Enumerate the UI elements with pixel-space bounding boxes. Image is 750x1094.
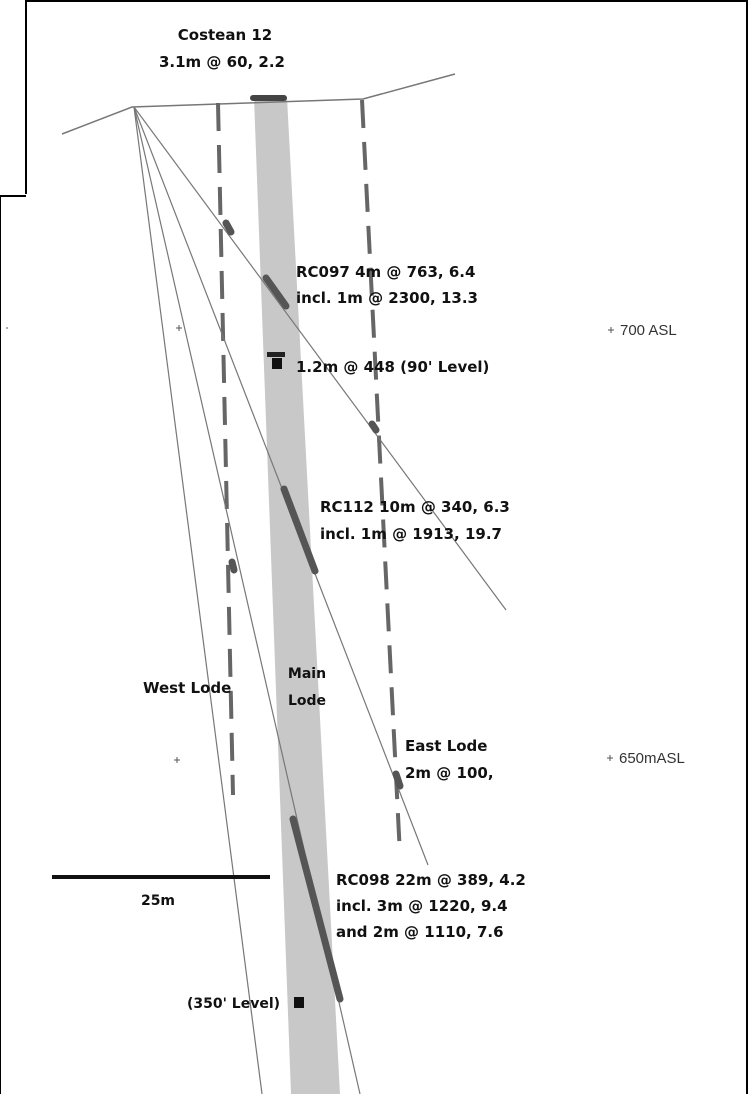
rc098-intercept bbox=[289, 815, 344, 1003]
grid-cross-2 bbox=[174, 757, 180, 763]
drill-hole-rc097-trace bbox=[133, 106, 507, 611]
ground-surface bbox=[61, 73, 456, 135]
main-lode-band bbox=[254, 98, 340, 1094]
rc097-label-line2: incl. 1m @ 2300, 13.3 bbox=[296, 289, 478, 307]
drill-hole-rc112-trace bbox=[133, 106, 429, 866]
east-lode-label: East Lode bbox=[405, 737, 487, 755]
grid-cross-1 bbox=[176, 325, 182, 331]
rc098-label-line3: and 2m @ 1110, 7.6 bbox=[336, 923, 504, 941]
grid-crosses bbox=[6, 325, 614, 763]
east-lode-intercept-upper bbox=[368, 420, 380, 434]
scale-label: 25m bbox=[141, 893, 175, 909]
rc112-intercept bbox=[280, 485, 319, 575]
east-lode-value: 2m @ 100, bbox=[405, 764, 494, 782]
main-lode-label-line2: Lode bbox=[288, 693, 326, 709]
drill-holes bbox=[133, 106, 507, 1094]
rc112-label-line2: incl. 1m @ 1913, 19.7 bbox=[320, 525, 502, 543]
west-lode-intercept-lower bbox=[228, 558, 238, 574]
asl700-cross bbox=[608, 327, 614, 333]
level350-label: (350' Level) bbox=[187, 996, 280, 1012]
west-lode-trace bbox=[216, 102, 235, 796]
costean-title: Costean 12 bbox=[178, 26, 272, 44]
rc098-label-line2: incl. 3m @ 1220, 9.4 bbox=[336, 897, 508, 915]
asl700-label: 700 ASL bbox=[620, 322, 677, 339]
level90-label: 1.2m @ 448 (90' Level) bbox=[296, 358, 489, 376]
asl650-label: 650mASL bbox=[619, 750, 685, 767]
west-lode-intercept-upper bbox=[222, 219, 235, 236]
rc097-intercept bbox=[262, 274, 290, 310]
west-lode-label: West Lode bbox=[143, 679, 231, 697]
main-lode-label-line1: Main bbox=[288, 666, 326, 682]
rc098-label-line1: RC098 22m @ 389, 4.2 bbox=[336, 871, 526, 889]
level90-marker-cap bbox=[267, 352, 285, 357]
rc112-label-line1: RC112 10m @ 340, 6.3 bbox=[320, 498, 510, 516]
costean-value: 3.1m @ 60, 2.2 bbox=[159, 53, 285, 71]
drill-hole-trace-west bbox=[133, 106, 263, 1094]
east-lode-trace bbox=[360, 99, 402, 856]
east-lode-intercept bbox=[392, 770, 404, 790]
rc097-label-line1: RC097 4m @ 763, 6.4 bbox=[296, 263, 475, 281]
intercepts bbox=[222, 95, 404, 1003]
level350-marker bbox=[294, 997, 304, 1008]
asl650-cross bbox=[607, 755, 613, 761]
level90-marker bbox=[272, 358, 282, 369]
